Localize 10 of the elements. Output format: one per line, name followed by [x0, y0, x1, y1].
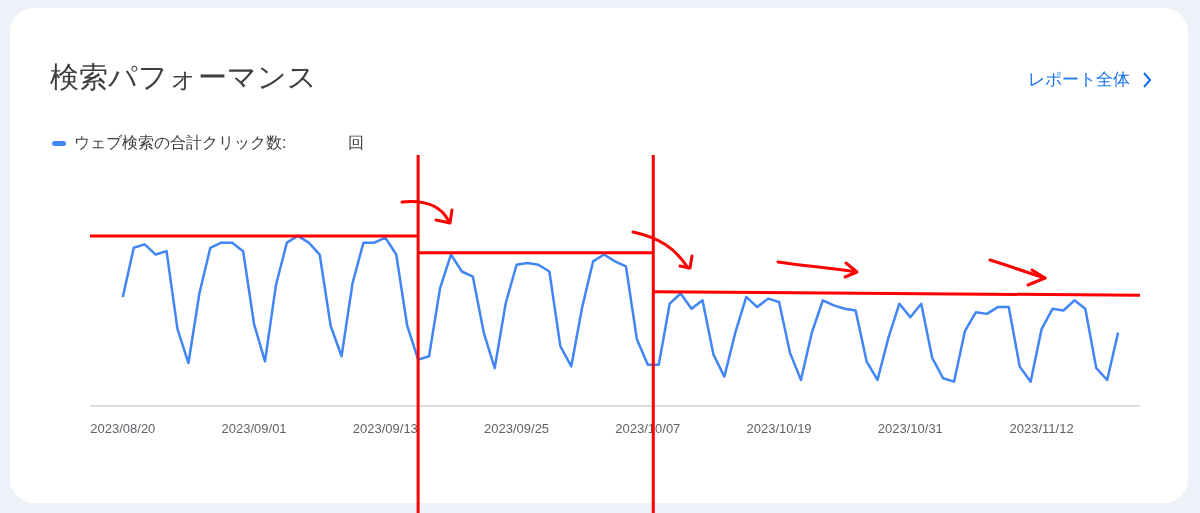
text: レポート全体 [1028, 69, 1130, 91]
x-tick-label: 2023/11/12 [1009, 420, 1074, 436]
x-tick-label: 2023/08/20 [90, 420, 156, 436]
x-tick-label: 2023/09/01 [221, 420, 287, 436]
x-tick-label: 2023/10/31 [877, 420, 943, 436]
x-tick-label: 2023/09/25 [484, 420, 550, 436]
x-tick-label: 2023/10/19 [746, 420, 812, 436]
legend-label: ウェブ検索の合計クリック数: [74, 133, 287, 153]
chart-title: 検索パフォーマンス [50, 60, 317, 95]
text: 回 [348, 133, 365, 153]
